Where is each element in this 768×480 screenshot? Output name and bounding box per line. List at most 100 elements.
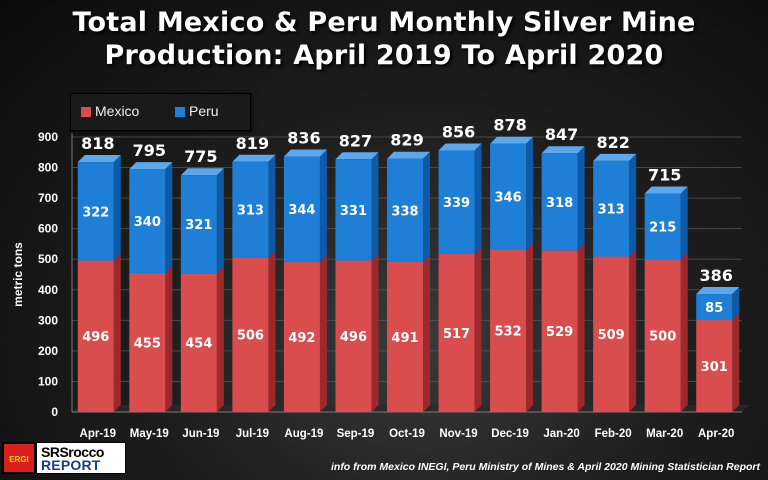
bar-peru — [232, 161, 269, 258]
bar-mexico — [541, 250, 578, 412]
bar-side-mexico — [732, 313, 740, 412]
data-label-mexico: 491 — [391, 331, 418, 346]
data-label-mexico: 506 — [237, 329, 264, 344]
bar-side-mexico — [577, 243, 585, 412]
data-label-total: 878 — [493, 116, 526, 135]
bar-mexico — [490, 249, 527, 412]
y-tick-label: 0 — [51, 405, 58, 419]
logo-badge: ERGI — [2, 442, 36, 474]
bar-peru — [180, 175, 217, 274]
data-label-mexico: 492 — [288, 331, 315, 346]
bar-mexico — [283, 261, 320, 412]
data-label-mexico: 532 — [495, 325, 522, 340]
chart-title: Total Mexico & Peru Monthly Silver Mine … — [0, 6, 768, 72]
bar-mexico — [593, 256, 630, 412]
x-tick-label: Jul-19 — [236, 428, 269, 440]
y-tick-label: 200 — [38, 344, 58, 358]
x-tick-label: May-19 — [130, 428, 169, 440]
x-tick-label: Feb-20 — [595, 428, 632, 440]
bar-peru — [490, 143, 527, 250]
data-label-mexico: 496 — [340, 330, 367, 345]
bar-top-peru — [232, 154, 276, 162]
bar-side-mexico — [268, 250, 276, 412]
y-tick-label: 100 — [38, 374, 58, 388]
bar-top-peru — [180, 168, 224, 176]
bar-side-mexico — [113, 253, 121, 412]
legend-swatch-peru — [175, 107, 185, 117]
bar-side-peru — [165, 162, 173, 273]
legend: Mexico Peru — [70, 93, 251, 131]
x-tick-label: Sep-19 — [337, 428, 375, 440]
data-label-peru: 215 — [649, 220, 676, 235]
y-tick-label: 500 — [38, 252, 58, 266]
bar-peru — [283, 156, 320, 262]
bar-side-peru — [268, 154, 276, 258]
data-label-mexico: 500 — [649, 330, 676, 345]
bar-side-peru — [526, 136, 534, 250]
bar-top-peru — [490, 136, 534, 144]
x-tick-label: Oct-19 — [389, 428, 425, 440]
data-label-peru: 313 — [237, 204, 264, 219]
bar-side-peru — [371, 152, 379, 261]
data-label-total: 715 — [648, 166, 681, 185]
y-tick-label: 800 — [38, 161, 58, 175]
data-label-total: 822 — [596, 133, 629, 152]
bar-side-peru — [423, 151, 430, 262]
x-tick-label: Dec-19 — [491, 428, 529, 440]
bar-top-peru — [335, 152, 379, 160]
legend-label-peru: Peru — [189, 103, 219, 119]
y-tick-label: 400 — [38, 283, 58, 297]
data-label-total: 856 — [442, 122, 475, 141]
x-tick-label: Nov-19 — [439, 428, 477, 440]
bar-mexico — [335, 260, 372, 412]
y-axis-label: metric tons — [11, 242, 25, 307]
bar-peru — [593, 160, 630, 257]
data-label-total: 795 — [133, 141, 166, 160]
data-label-peru: 313 — [598, 203, 625, 218]
bar-mexico — [180, 273, 217, 412]
data-label-total: 818 — [81, 134, 114, 153]
srsrocco-logo: ERGI SRSrocco REPORT — [2, 440, 128, 478]
data-label-mexico: 496 — [82, 330, 109, 345]
bar-side-mexico — [680, 252, 688, 412]
y-tick-label: 300 — [38, 313, 58, 327]
y-tick-label: 600 — [38, 222, 58, 236]
data-label-peru: 321 — [185, 218, 212, 233]
data-label-mexico: 454 — [185, 337, 212, 352]
bar-top-peru — [77, 155, 121, 163]
bar-top-peru — [593, 153, 637, 161]
data-label-mexico: 301 — [701, 360, 728, 375]
bar-side-peru — [474, 143, 482, 255]
data-label-peru: 85 — [705, 301, 723, 316]
data-label-mexico: 509 — [598, 328, 625, 343]
data-label-total: 829 — [390, 131, 423, 150]
bar-top-peru — [644, 186, 688, 194]
data-label-peru: 346 — [495, 191, 522, 206]
bar-side-mexico — [423, 254, 430, 412]
bar-mexico — [129, 272, 166, 412]
chart-title-line2: Production: April 2019 To April 2020 — [104, 40, 664, 71]
bar-mexico — [438, 254, 475, 412]
legend-item-mexico: Mexico — [81, 103, 139, 119]
bar-peru — [541, 153, 578, 251]
data-label-peru: 344 — [288, 203, 315, 218]
bar-peru — [129, 169, 166, 273]
data-label-total: 819 — [236, 134, 269, 153]
bar-mexico — [232, 257, 269, 412]
data-label-peru: 322 — [82, 205, 109, 220]
bar-top-peru — [129, 162, 173, 170]
bar-side-peru — [732, 287, 740, 321]
bar-side-peru — [577, 146, 585, 251]
bar-mexico — [77, 260, 114, 412]
bar-peru — [438, 150, 475, 255]
data-label-total: 827 — [339, 131, 372, 150]
x-tick-label: Aug-19 — [284, 428, 323, 440]
bar-side-mexico — [629, 249, 637, 412]
bar-side-peru — [629, 153, 637, 257]
bar-top-peru — [438, 143, 482, 151]
bar-side-mexico — [526, 242, 534, 412]
data-label-peru: 318 — [546, 196, 573, 211]
y-tick-label: 700 — [38, 191, 58, 205]
data-label-peru: 339 — [443, 196, 470, 211]
